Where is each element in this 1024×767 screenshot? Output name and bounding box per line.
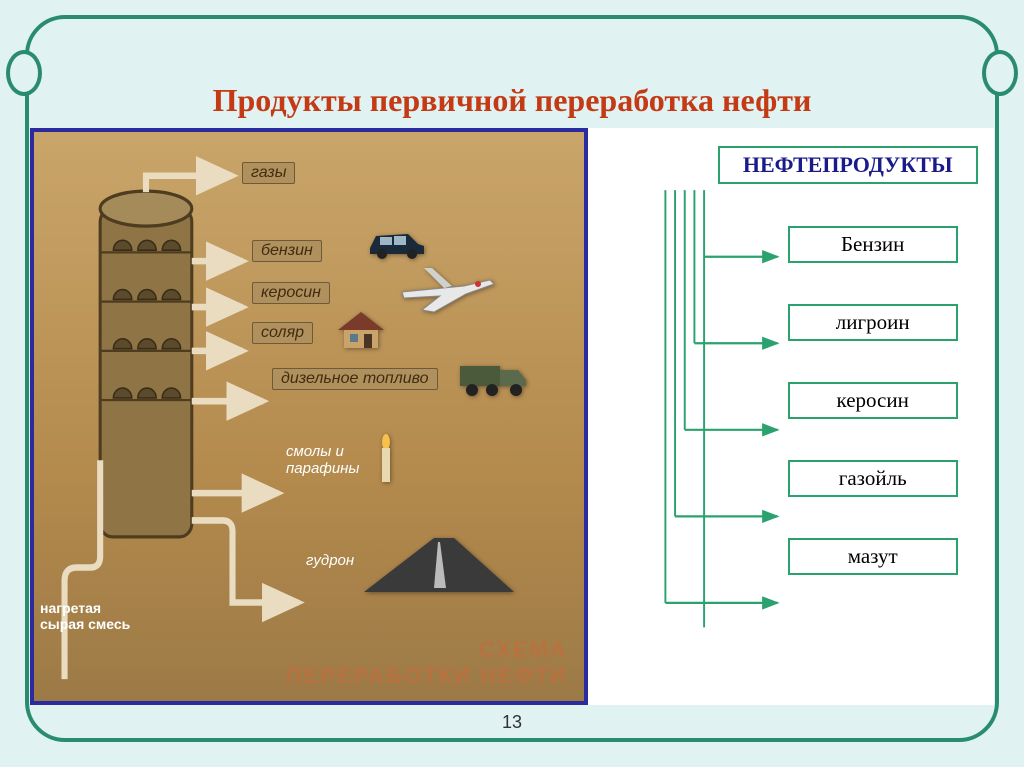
fraction-label-benzin: бензин <box>252 240 322 262</box>
slide-title: Продукты первичной переработка нефти <box>0 82 1024 119</box>
car-icon <box>364 224 430 262</box>
products-header: НЕФТЕПРОДУКТЫ <box>718 146 978 184</box>
fraction-label-solyar: соляр <box>252 322 313 344</box>
fraction-label-gudron: гудрон <box>306 552 354 569</box>
fraction-label-gases: газы <box>242 162 295 184</box>
products-panel: НЕФТЕПРОДУКТЫ Бензин лигроин керосин газ… <box>588 128 994 705</box>
caption-line2: ПЕРЕРАБОТКИ НЕФТИ <box>286 663 568 689</box>
product-item-ligroin: лигроин <box>788 304 958 341</box>
fraction-label-diesel: дизельное топливо <box>272 368 438 390</box>
diagram-caption: СХЕМА ПЕРЕРАБОТКИ НЕФТИ <box>286 637 568 689</box>
feed-label: нагретая сырая смесь <box>40 600 130 632</box>
caption-line1: СХЕМА <box>286 637 568 663</box>
product-item-benzin: Бензин <box>788 226 958 263</box>
content-area: газы бензин керосин соляр дизельное топл… <box>30 128 994 705</box>
product-item-mazut: мазут <box>788 538 958 575</box>
fraction-label-kerosin: керосин <box>252 282 330 304</box>
truck-icon <box>454 352 534 400</box>
product-item-kerosin: керосин <box>788 382 958 419</box>
page-number: 13 <box>0 712 1024 733</box>
candle-icon <box>374 432 398 486</box>
fraction-label-resins: смолы и парафины <box>286 444 359 477</box>
product-item-gazoil: газойль <box>788 460 958 497</box>
house-icon <box>334 308 388 350</box>
plane-icon <box>394 262 504 318</box>
distillation-diagram: газы бензин керосин соляр дизельное топл… <box>30 128 588 705</box>
road-icon <box>354 532 524 602</box>
